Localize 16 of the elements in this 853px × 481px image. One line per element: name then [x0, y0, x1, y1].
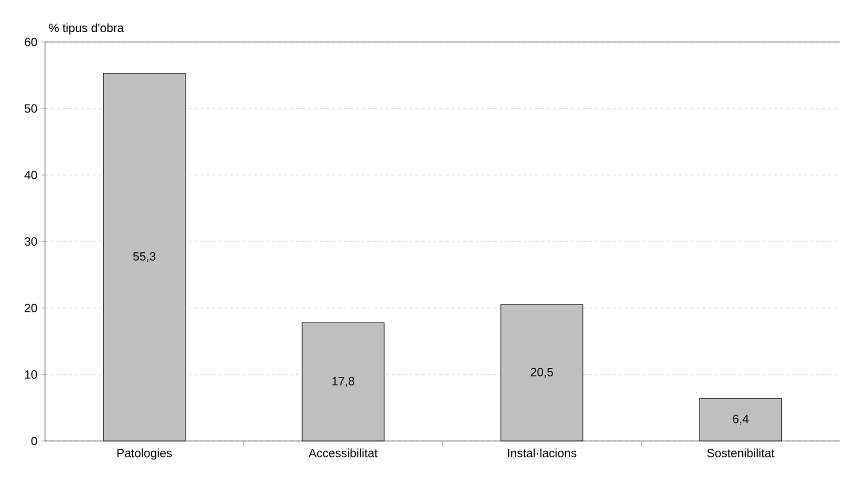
y-tick-label: 40	[24, 170, 38, 180]
y-tick-label: 0	[31, 436, 38, 446]
x-tick-label: Accessibilitat	[308, 448, 378, 458]
data-label: 55,3	[133, 252, 156, 262]
data-label: 6,4	[732, 414, 749, 425]
data-label: 20,5	[530, 368, 554, 378]
data-label: 17,8	[332, 376, 354, 387]
y-tick-label: 60	[24, 38, 38, 46]
x-tick-label: Sostenibilitat	[707, 448, 774, 458]
y-axis-title: % tipus d'obra	[48, 23, 124, 34]
y-tick-label: 20	[24, 304, 38, 312]
y-tick-label: 50	[24, 104, 38, 113]
x-tick-label: Instal·lacions	[508, 448, 576, 458]
y-tick-label: 30	[24, 237, 38, 246]
x-tick-label: Patologies	[117, 448, 172, 460]
y-tick-label: 10	[25, 370, 38, 379]
